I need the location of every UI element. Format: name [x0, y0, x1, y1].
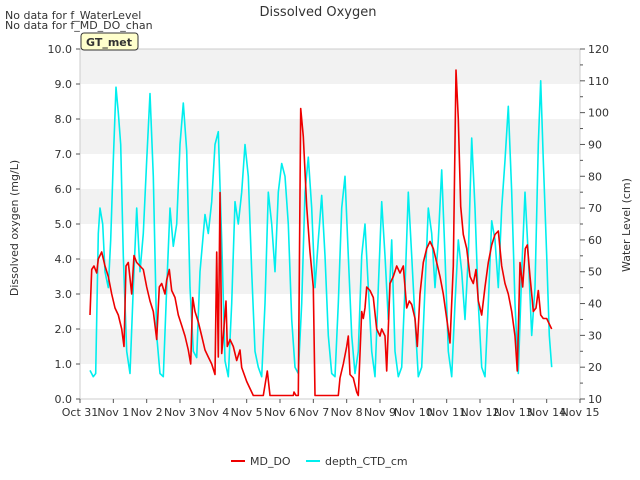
y-right-tick-label: 40	[588, 298, 602, 311]
y-right-tick-label: 30	[588, 329, 602, 342]
x-tick-label: Nov 11	[427, 406, 466, 419]
x-tick-label: Nov 6	[264, 406, 296, 419]
grid-bands	[80, 49, 580, 364]
y-right-tick-label: 70	[588, 202, 602, 215]
x-tick-label: Nov 14	[527, 406, 566, 419]
series-line-depth-ctd-cm	[89, 80, 553, 378]
y-right-tick-label: 110	[588, 75, 609, 88]
y-left-tick-label: 1.0	[55, 358, 73, 371]
x-tick-label: Oct 31	[62, 406, 99, 419]
no-data-note-1: No data for f_WaterLevel	[5, 9, 141, 22]
gt-met-badge: GT_met	[80, 32, 139, 51]
series-line-md-do	[89, 69, 553, 397]
x-tick-label: Nov 13	[494, 406, 533, 419]
y-left-tick-label: 10.0	[48, 43, 73, 56]
x-tick-label: Nov 12	[461, 406, 500, 419]
grid-band	[80, 49, 580, 84]
y-left-tick-label: 8.0	[55, 113, 73, 126]
y-right-tick-label: 120	[588, 43, 609, 56]
series-lines	[89, 69, 553, 397]
x-tick-label: Nov 7	[297, 406, 329, 419]
legend-label-depth: depth_CTD_cm	[325, 455, 408, 468]
y-left-tick-label: 6.0	[55, 183, 73, 196]
y-right-tick-label: 10	[588, 393, 602, 406]
y-right-tick-label: 60	[588, 234, 602, 247]
y-left-tick-label: 2.0	[55, 323, 73, 336]
y-left-tick-label: 9.0	[55, 78, 73, 91]
axes: Oct 31 Nov 1 Nov 2 Nov 3 Nov 4 Nov 5 Nov 6 Nov …	[48, 43, 610, 419]
x-tick-label: Nov 10	[394, 406, 433, 419]
y-right-tick-label: 20	[588, 361, 602, 374]
x-tick-label: Nov 15	[561, 406, 600, 419]
y-right-tick-label: 90	[588, 138, 602, 151]
x-tick-label: Nov 3	[164, 406, 196, 419]
y-left-tick-label: 4.0	[55, 253, 73, 266]
x-tick-label: Nov 5	[231, 406, 263, 419]
y-left-tick-label: 7.0	[55, 148, 73, 161]
legend: MD_DO depth_CTD_cm	[231, 455, 408, 468]
y-left-tick-label: 3.0	[55, 288, 73, 301]
x-tick-label: Nov 1	[97, 406, 129, 419]
legend-label-md-do: MD_DO	[250, 455, 291, 468]
y-left-tick-label: 5.0	[55, 218, 73, 231]
y-right-tick-label: 100	[588, 107, 609, 120]
gt-met-label: GT_met	[86, 36, 132, 49]
x-tick-label: Nov 9	[364, 406, 396, 419]
y-right-tick-label: 80	[588, 170, 602, 183]
chart-title: Dissolved Oxygen	[260, 5, 377, 20]
grid-band	[80, 119, 580, 154]
x-tick-label: Nov 4	[197, 406, 229, 419]
x-tick-label: Nov 8	[331, 406, 363, 419]
y-right-tick-label: 50	[588, 266, 602, 279]
no-data-note-2: No data for f_MD_DO_chan	[5, 19, 153, 32]
y-axis-left-label: Dissolved oxygen (mg/L)	[8, 160, 21, 296]
y-axis-right-label: Water Level (cm)	[620, 178, 633, 272]
y-left-tick-label: 0.0	[55, 393, 73, 406]
grid-band	[80, 189, 580, 224]
x-tick-label: Nov 2	[131, 406, 163, 419]
